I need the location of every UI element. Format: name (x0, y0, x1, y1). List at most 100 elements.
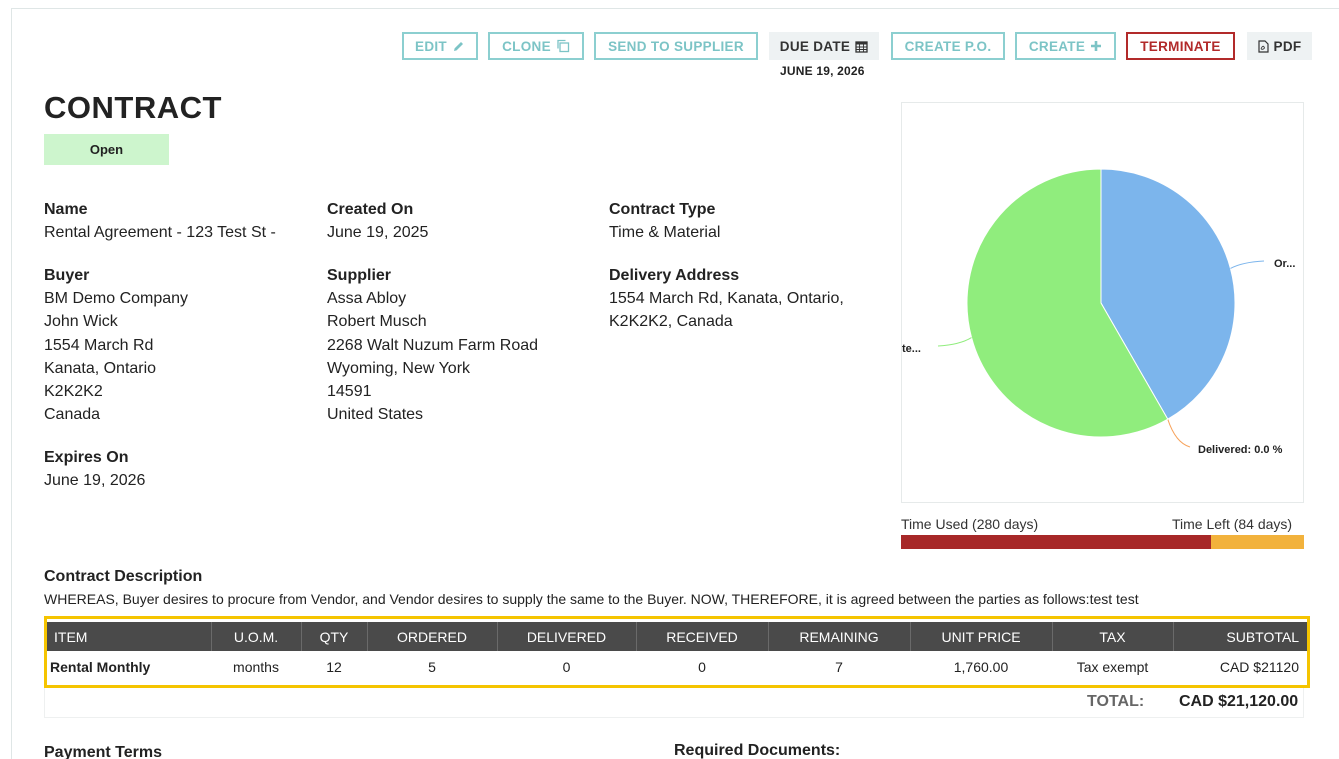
required-documents-label: Required Documents: (674, 742, 841, 759)
time-progress-bar (901, 535, 1304, 549)
uom-cell: months (233, 658, 279, 675)
status-badge: Open (44, 134, 169, 165)
column-header: SUBTOTAL (1173, 622, 1307, 651)
page-title: CONTRACT (44, 90, 222, 125)
plus-icon (1091, 41, 1102, 51)
contract-type-label: Contract Type (609, 201, 716, 218)
pie-connector (937, 337, 972, 347)
buyer-label: Buyer (44, 267, 90, 284)
buyer-line: Canada (44, 406, 101, 424)
due-date-label: DUE DATE (779, 38, 851, 54)
pie-slice[interactable] (1100, 168, 1236, 420)
supplier-line: 14591 (327, 383, 372, 401)
table-header-row: ITEM U.O.M. QTY ORDERED DELIVERED RECEIV… (47, 622, 1307, 651)
due-date-value: JUNE 19, 2026 (780, 64, 865, 78)
contract-pie-chart: Or... Delivered: 0.0 % te... (901, 102, 1304, 503)
item-cell: Rental Monthly (50, 658, 151, 675)
clone-button[interactable]: CLONE (488, 32, 584, 60)
column-header: UNIT PRICE (910, 622, 1053, 651)
pie-label: Or... (1274, 258, 1295, 270)
delivery-address-label: Delivery Address (609, 267, 740, 284)
table-row[interactable]: Rental Monthly months 12 5 0 0 7 1,760.0… (47, 651, 1307, 682)
expires-on-field: Expires On June 19, 2026 (44, 446, 145, 492)
qty-cell: 12 (326, 658, 342, 675)
terminate-button-label: TERMINATE (1140, 38, 1221, 54)
pie-label: te... (902, 343, 921, 355)
pdf-file-icon (1257, 39, 1269, 53)
contract-type-field: Contract Type Time & Material (609, 198, 720, 244)
column-header: DELIVERED (497, 622, 637, 651)
content-frame (11, 8, 1339, 759)
subtotal-cell: CAD $21120 (1219, 658, 1299, 675)
supplier-line: Robert Musch (327, 313, 427, 331)
create-po-button[interactable]: CREATE P.O. (891, 32, 1005, 60)
column-header: TAX (1052, 622, 1174, 651)
remaining-cell: 7 (835, 658, 843, 675)
contract-type-value: Time & Material (609, 224, 721, 242)
totals-row (44, 688, 1304, 718)
column-header: RECEIVED (636, 622, 769, 651)
column-header: U.O.M. (211, 622, 302, 651)
created-on-label: Created On (327, 201, 414, 218)
pie-svg: Or... Delivered: 0.0 % te... (902, 168, 1295, 456)
pie-connector (1167, 419, 1191, 448)
pie-connector (1230, 260, 1265, 269)
pie-label: Delivered: 0.0 % (1198, 444, 1283, 456)
ordered-cell: 5 (428, 658, 436, 675)
created-on-field: Created On June 19, 2025 (327, 198, 428, 244)
supplier-label: Supplier (327, 267, 392, 284)
pencil-icon (453, 41, 463, 51)
supplier-line: Wyoming, New York (327, 359, 471, 377)
create-button[interactable]: CREATE (1015, 32, 1116, 60)
column-header: REMAINING (768, 622, 911, 651)
time-used-fill (901, 535, 1211, 549)
expires-on-label: Expires On (44, 449, 129, 466)
supplier-field: Supplier Assa Abloy Robert Musch 2268 Wa… (327, 264, 538, 426)
created-on-value: June 19, 2025 (327, 224, 429, 242)
due-date-button[interactable]: DUE DATE (769, 32, 879, 60)
time-used-label: Time Used (280 days) (901, 516, 1039, 532)
total-label: TOTAL: (1087, 693, 1145, 710)
unit-price-cell: 1,760.00 (953, 658, 1009, 675)
buyer-line: John Wick (44, 313, 118, 331)
expires-on-value: June 19, 2026 (44, 472, 146, 490)
description-text: WHEREAS, Buyer desires to procure from V… (44, 591, 1139, 607)
send-button-label: SEND TO SUPPLIER (608, 38, 744, 54)
delivery-address-field: Delivery Address 1554 March Rd, Kanata, … (609, 264, 844, 334)
payment-terms-label: Payment Terms (44, 744, 162, 759)
total-value: CAD $21,120.00 (1179, 693, 1299, 710)
received-cell: 0 (698, 658, 706, 675)
column-header: ITEM (47, 622, 212, 651)
supplier-line: Assa Abloy (327, 290, 407, 308)
name-value: Rental Agreement - 123 Test St - (44, 224, 276, 242)
send-to-supplier-button[interactable]: SEND TO SUPPLIER (594, 32, 758, 60)
buyer-line: Kanata, Ontario (44, 359, 157, 377)
delivery-address-line: 1554 March Rd, Kanata, Ontario, (609, 290, 844, 308)
column-header: ORDERED (367, 622, 498, 651)
pie-slice[interactable] (966, 168, 1169, 438)
column-header: QTY (301, 622, 368, 651)
line-items-table: ITEM U.O.M. QTY ORDERED DELIVERED RECEIV… (44, 616, 1310, 688)
clone-button-label: CLONE (502, 38, 551, 54)
calendar-icon (855, 40, 868, 53)
pdf-button[interactable]: PDF (1247, 32, 1312, 60)
terminate-button[interactable]: TERMINATE (1126, 32, 1235, 60)
copy-icon (557, 39, 570, 53)
buyer-line: K2K2K2 (44, 383, 103, 401)
supplier-line: United States (327, 406, 424, 424)
supplier-line: 2268 Walt Nuzum Farm Road (327, 336, 539, 354)
buyer-field: Buyer BM Demo Company John Wick 1554 Mar… (44, 264, 188, 426)
edit-button[interactable]: EDIT (402, 32, 478, 60)
delivered-cell: 0 (562, 658, 571, 675)
buyer-line: BM Demo Company (44, 290, 189, 308)
name-field: Name Rental Agreement - 123 Test St - (44, 198, 276, 244)
buyer-line: 1554 March Rd (44, 336, 154, 354)
pdf-button-label: PDF (1273, 38, 1302, 54)
create-button-label: CREATE (1028, 38, 1086, 54)
delivery-address-line: K2K2K2, Canada (609, 313, 733, 331)
time-left-label: Time Left (84 days) (1172, 516, 1293, 532)
create-po-label: CREATE P.O. (904, 38, 992, 54)
name-label: Name (44, 201, 88, 218)
tax-cell: Tax exempt (1076, 658, 1149, 675)
edit-button-label: EDIT (415, 38, 447, 54)
